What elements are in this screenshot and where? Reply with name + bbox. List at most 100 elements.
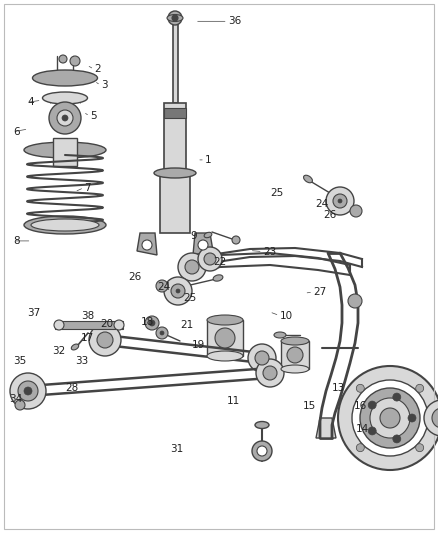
Circle shape [287,347,303,363]
Text: 35: 35 [13,357,26,366]
Circle shape [160,331,164,335]
Text: 16: 16 [354,401,367,411]
Circle shape [24,387,32,395]
Circle shape [18,381,38,401]
Circle shape [57,110,73,126]
Text: 18: 18 [141,318,154,327]
Text: 28: 28 [65,383,78,393]
Polygon shape [193,233,213,255]
Circle shape [408,414,416,422]
Circle shape [356,443,364,451]
Circle shape [257,446,267,456]
Circle shape [360,388,420,448]
Text: 34: 34 [9,394,22,403]
Text: 6: 6 [13,127,20,136]
Text: 11: 11 [227,396,240,406]
Text: 25: 25 [271,188,284,198]
Bar [160,173,190,233]
Circle shape [416,443,424,451]
Circle shape [49,102,81,134]
Ellipse shape [281,337,309,345]
Bar [164,108,186,118]
Circle shape [393,393,401,401]
Text: 24: 24 [315,199,328,208]
Circle shape [171,284,185,298]
Text: 22: 22 [214,257,227,267]
Ellipse shape [255,422,269,429]
Text: 23: 23 [263,247,276,256]
Ellipse shape [274,332,286,338]
Ellipse shape [154,168,196,178]
Text: 8: 8 [13,236,20,246]
Polygon shape [137,233,157,255]
Circle shape [248,344,276,372]
Circle shape [350,205,362,217]
Circle shape [149,320,155,326]
Text: 15: 15 [303,401,316,411]
Text: 10: 10 [279,311,293,320]
Circle shape [89,324,121,356]
Text: 26: 26 [323,211,336,220]
Circle shape [62,115,68,121]
Text: 33: 33 [75,357,88,366]
Text: 24: 24 [157,282,170,292]
Ellipse shape [207,315,243,325]
Circle shape [263,366,277,380]
Text: 37: 37 [27,309,40,318]
Ellipse shape [167,14,183,21]
Circle shape [338,199,342,203]
Circle shape [142,240,152,250]
Circle shape [333,194,347,208]
Circle shape [380,408,400,428]
Circle shape [393,435,401,443]
Circle shape [70,56,80,66]
Circle shape [15,400,25,410]
Text: 21: 21 [180,320,194,330]
Text: 38: 38 [81,311,94,320]
Circle shape [156,280,168,292]
Circle shape [255,351,269,365]
Circle shape [176,289,180,293]
Text: 26: 26 [128,272,141,282]
Circle shape [204,253,216,265]
Ellipse shape [213,275,223,281]
Circle shape [164,277,192,305]
Circle shape [54,320,64,330]
Circle shape [368,427,376,435]
Ellipse shape [42,92,88,104]
Ellipse shape [24,216,106,234]
Circle shape [215,328,235,348]
Ellipse shape [71,344,79,350]
Circle shape [114,320,124,330]
Bar [173,23,177,103]
Text: 31: 31 [170,444,183,454]
Circle shape [348,294,362,308]
Text: 27: 27 [313,287,326,297]
Circle shape [416,384,424,392]
Bar [53,138,77,166]
Polygon shape [316,418,336,438]
Circle shape [232,236,240,244]
Circle shape [368,401,376,409]
Circle shape [145,316,159,330]
Text: 25: 25 [183,294,196,303]
Circle shape [198,240,208,250]
Circle shape [370,398,410,438]
Bar [164,103,186,173]
Text: 3: 3 [101,80,107,90]
Ellipse shape [24,142,106,158]
Circle shape [326,187,354,215]
Circle shape [178,253,206,281]
Circle shape [59,55,67,63]
Circle shape [97,332,113,348]
Text: 1: 1 [205,155,212,165]
Circle shape [10,373,46,409]
Text: 32: 32 [52,346,65,356]
Circle shape [198,247,222,271]
Circle shape [168,11,182,25]
Text: 2: 2 [94,64,101,74]
Circle shape [424,400,438,436]
Bar [281,341,309,369]
Ellipse shape [204,232,212,238]
Circle shape [252,441,272,461]
